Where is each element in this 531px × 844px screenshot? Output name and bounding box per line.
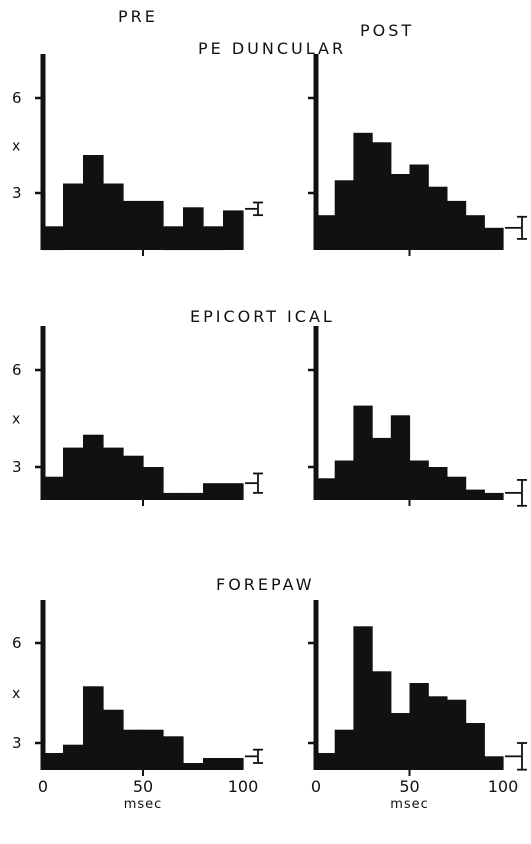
histogram-bar	[183, 763, 204, 770]
histogram-bar	[353, 132, 373, 250]
histogram-bar	[143, 467, 164, 500]
histogram-bar	[63, 447, 84, 500]
histogram-bar	[390, 174, 411, 250]
y-tick-label: 6	[12, 89, 22, 107]
histogram-bar	[83, 434, 104, 500]
y-tick-label: 3	[12, 734, 22, 752]
y-tick-label: 6	[12, 634, 22, 652]
column-title-pre: PRE	[118, 7, 158, 26]
histogram-panel-pre: 6 3 x 0 50 100 msec	[12, 600, 263, 812]
histogram-bar	[316, 753, 336, 770]
histogram-bar	[83, 155, 104, 250]
histogram-bar	[446, 200, 467, 250]
histogram-panel-post	[308, 326, 527, 507]
histogram-bar	[123, 455, 144, 500]
histogram-bar	[316, 215, 336, 250]
histogram-bar	[484, 227, 504, 250]
histogram-bar	[446, 699, 467, 770]
histogram-bar	[484, 756, 504, 770]
y-tick-label: 6	[12, 361, 22, 379]
histogram-bar	[334, 729, 354, 770]
y-unit-label: x	[12, 412, 20, 428]
histogram-bar	[390, 713, 411, 770]
histogram-bar	[203, 226, 224, 251]
x-tick-label: 100	[228, 777, 259, 796]
row-title: EPICORT ICAL	[190, 307, 335, 326]
histogram-bar	[390, 415, 411, 500]
x-tick-label: 0	[38, 777, 48, 796]
histogram-bar	[428, 186, 448, 250]
row-title: FOREPAW	[216, 575, 315, 594]
histogram-row-1: PE DUNCULAR 6 3 x	[12, 39, 527, 256]
histogram-bar	[223, 758, 244, 770]
x-tick-label: 50	[133, 777, 153, 796]
histogram-bar	[446, 476, 467, 500]
x-axis-unit-label: msec	[124, 797, 163, 812]
histogram-bar	[465, 723, 485, 770]
histogram-bar	[353, 405, 373, 500]
histogram-panel-post	[308, 54, 527, 256]
y-unit-label: x	[12, 139, 20, 155]
histogram-bar	[409, 683, 429, 770]
histogram-panel-pre: 6 3 x	[12, 54, 263, 256]
x-tick-label: 0	[311, 777, 321, 796]
histogram-bar	[63, 744, 84, 770]
x-tick-label: 100	[488, 777, 519, 796]
histogram-bar	[103, 447, 124, 500]
y-unit-label: x	[12, 686, 20, 702]
histogram-bar	[409, 164, 429, 250]
histogram-bar	[83, 686, 104, 770]
histogram-bar	[223, 210, 244, 250]
histogram-bar	[465, 215, 485, 250]
histogram-bar	[334, 180, 354, 250]
histogram-bar	[163, 492, 184, 500]
histogram-panel-pre: 6 3 x	[12, 326, 263, 506]
histogram-bar	[123, 200, 144, 250]
histogram-bar	[484, 492, 504, 500]
histogram-bar	[43, 476, 64, 500]
y-tick-label: 3	[12, 458, 22, 476]
histogram-bar	[465, 489, 485, 500]
x-tick-label: 50	[399, 777, 419, 796]
histogram-panel-post: 0 50 100 msec	[308, 600, 527, 812]
column-title-post: POST	[360, 21, 414, 40]
row-title: PE DUNCULAR	[198, 39, 346, 58]
histogram-bar	[103, 183, 124, 250]
histogram-bar	[43, 226, 64, 251]
histogram-bar	[353, 626, 373, 770]
histogram-bar	[163, 736, 184, 770]
histogram-bar	[143, 729, 164, 770]
histogram-row-2: EPICORT ICAL 6 3 x	[12, 307, 527, 507]
histogram-bar	[372, 671, 392, 770]
histogram-bar	[103, 709, 124, 770]
y-tick-label: 3	[12, 184, 22, 202]
histogram-bar	[63, 183, 84, 250]
histogram-bar	[163, 226, 184, 251]
histogram-bar	[372, 437, 392, 500]
histogram-bar	[409, 460, 429, 500]
histogram-bar	[334, 460, 354, 500]
histogram-bar	[372, 142, 392, 250]
histogram-bar	[123, 729, 144, 770]
histogram-bar	[183, 492, 204, 500]
x-axis-unit-label: msec	[390, 797, 429, 812]
histogram-bar	[428, 467, 448, 500]
histogram-bar	[223, 483, 244, 500]
histogram-bar	[203, 758, 224, 770]
histogram-bar	[183, 207, 204, 251]
histogram-bar	[203, 483, 224, 500]
histogram-bar	[43, 753, 64, 770]
histogram-bar	[316, 478, 336, 500]
histogram-bar	[428, 696, 448, 770]
histogram-row-3: FOREPAW 6 3 x 0 50 100 msec 0 50 100 msec	[12, 575, 527, 812]
histogram-bar	[143, 200, 164, 250]
